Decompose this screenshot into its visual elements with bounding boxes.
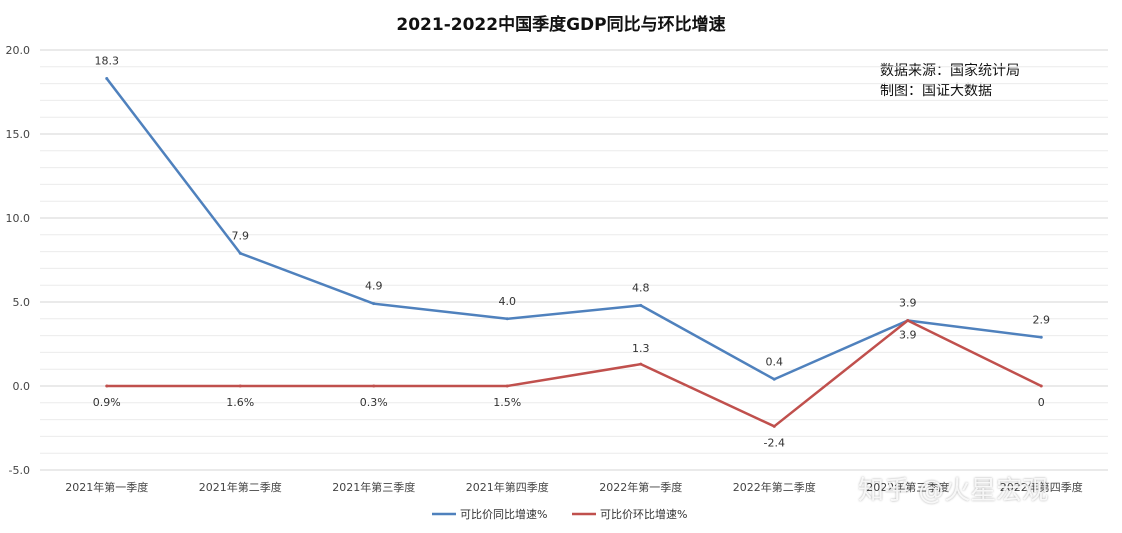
- y-tick-label: -5.0: [9, 464, 30, 477]
- data-point: [105, 77, 109, 81]
- data-label: 0.4: [766, 355, 784, 368]
- data-label: 2.9: [1033, 313, 1051, 326]
- data-point: [1039, 384, 1043, 388]
- data-point: [105, 384, 109, 388]
- y-tick-label: 0.0: [13, 380, 31, 393]
- y-axis: 20.0 15.0 10.0 5.0 0.0 -5.0: [6, 44, 31, 477]
- data-label: 4.9: [365, 280, 383, 293]
- chart-title: 2021-2022中国季度GDP同比与环比增速: [396, 15, 726, 35]
- data-label: 0.9%: [93, 396, 121, 409]
- series-lines: [105, 77, 1043, 428]
- data-point: [639, 362, 643, 366]
- data-label: 4.0: [499, 295, 517, 308]
- y-tick-label: 20.0: [6, 44, 31, 57]
- data-point: [1039, 335, 1043, 339]
- x-tick-label: 2022年第一季度: [599, 480, 682, 494]
- watermark: 知乎 @火星宏观: [858, 476, 1049, 506]
- data-point: [372, 384, 376, 388]
- legend-label: 可比价环比增速%: [600, 507, 687, 521]
- data-labels: 18.3 7.9 4.9 4.0 4.8 0.4 3.9 2.9 0.9% 1.6% 0.3% 1.5…: [93, 55, 1050, 450]
- data-label: 0.3%: [360, 396, 388, 409]
- data-label: -2.4: [764, 436, 785, 449]
- x-tick-label: 2021年第二季度: [199, 480, 282, 494]
- series-line-2: [106, 319, 1042, 428]
- y-tick-label: 5.0: [13, 296, 31, 309]
- data-label: 7.9: [232, 229, 250, 242]
- data-label: 1.5%: [493, 396, 521, 409]
- x-tick-label: 2021年第一季度: [65, 480, 148, 494]
- x-tick-label: 2021年第三季度: [332, 480, 415, 494]
- data-label: 4.8: [632, 281, 650, 294]
- data-point: [772, 424, 776, 428]
- legend-label: 可比价同比增速%: [460, 507, 547, 521]
- x-tick-label: 2022年第四季度: [1000, 480, 1083, 494]
- data-label: 0: [1038, 396, 1045, 409]
- y-tick-label: 10.0: [6, 212, 31, 225]
- data-label: 18.3: [95, 55, 120, 68]
- data-point: [505, 317, 509, 321]
- y-tick-label: 15.0: [6, 128, 31, 141]
- data-label: 1.6%: [226, 396, 254, 409]
- data-point: [505, 384, 509, 388]
- data-point: [238, 384, 242, 388]
- credit-note: 制图：国证大数据: [880, 83, 992, 99]
- x-tick-label: 2021年第四季度: [466, 480, 549, 494]
- x-tick-label: 2022年第二季度: [733, 480, 816, 494]
- data-point: [238, 251, 242, 255]
- data-point: [639, 303, 643, 307]
- x-tick-label: 2022年第三季度: [866, 480, 949, 494]
- series-line-1: [105, 77, 1042, 381]
- grid-lines: [40, 49, 1108, 471]
- data-label: 3.9: [899, 328, 917, 341]
- data-point: [772, 377, 776, 381]
- data-label: 3.9: [899, 296, 917, 309]
- data-point: [906, 318, 910, 322]
- data-point: [372, 302, 376, 306]
- x-axis: 2021年第一季度 2021年第二季度 2021年第三季度 2021年第四季度 2022…: [65, 480, 1083, 494]
- legend: 可比价同比增速% 可比价环比增速%: [432, 507, 687, 521]
- data-label: 1.3: [632, 342, 650, 355]
